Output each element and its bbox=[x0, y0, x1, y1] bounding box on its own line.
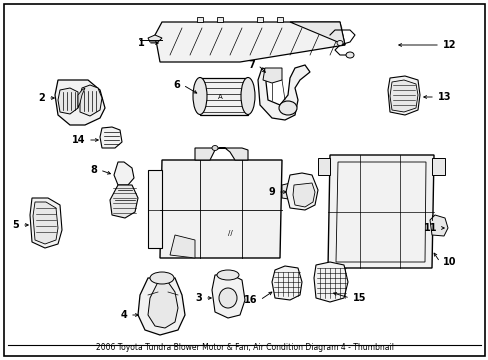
Polygon shape bbox=[276, 17, 283, 22]
Ellipse shape bbox=[241, 77, 254, 114]
Polygon shape bbox=[200, 78, 247, 115]
Text: 9: 9 bbox=[268, 187, 274, 197]
Polygon shape bbox=[110, 185, 138, 218]
Text: 7: 7 bbox=[248, 60, 254, 70]
Ellipse shape bbox=[150, 272, 174, 284]
Polygon shape bbox=[58, 88, 78, 114]
Text: 16: 16 bbox=[243, 295, 257, 305]
Ellipse shape bbox=[336, 40, 342, 45]
Polygon shape bbox=[317, 158, 329, 175]
Ellipse shape bbox=[212, 145, 218, 150]
Polygon shape bbox=[155, 22, 345, 62]
Polygon shape bbox=[387, 76, 419, 115]
Polygon shape bbox=[30, 198, 62, 248]
Ellipse shape bbox=[219, 288, 237, 308]
Polygon shape bbox=[271, 266, 302, 300]
Polygon shape bbox=[138, 278, 184, 335]
Ellipse shape bbox=[193, 77, 206, 114]
Text: 13: 13 bbox=[437, 92, 450, 102]
Polygon shape bbox=[33, 202, 58, 244]
Polygon shape bbox=[263, 68, 282, 83]
Text: //: // bbox=[227, 230, 232, 236]
Polygon shape bbox=[197, 17, 203, 22]
Text: 6: 6 bbox=[173, 80, 180, 90]
Text: 11: 11 bbox=[423, 223, 436, 233]
Polygon shape bbox=[289, 22, 345, 45]
Text: 10: 10 bbox=[442, 257, 456, 267]
Polygon shape bbox=[217, 17, 223, 22]
Text: 1: 1 bbox=[138, 38, 145, 48]
Text: 3: 3 bbox=[195, 293, 202, 303]
Polygon shape bbox=[78, 88, 85, 108]
Polygon shape bbox=[327, 155, 433, 268]
Polygon shape bbox=[431, 158, 444, 175]
Text: 4: 4 bbox=[120, 310, 127, 320]
Polygon shape bbox=[160, 160, 282, 258]
Polygon shape bbox=[258, 65, 309, 120]
Text: 2: 2 bbox=[38, 93, 45, 103]
Polygon shape bbox=[285, 173, 317, 210]
Polygon shape bbox=[282, 182, 294, 200]
Text: 14: 14 bbox=[71, 135, 85, 145]
Polygon shape bbox=[429, 215, 447, 236]
Ellipse shape bbox=[346, 52, 353, 58]
Polygon shape bbox=[313, 262, 347, 302]
Text: 2006 Toyota Tundra Blower Motor & Fan, Air Condition Diagram 4 - Thumbnail: 2006 Toyota Tundra Blower Motor & Fan, A… bbox=[95, 343, 393, 352]
Polygon shape bbox=[148, 35, 162, 42]
Polygon shape bbox=[100, 127, 122, 148]
Text: 15: 15 bbox=[352, 293, 366, 303]
Polygon shape bbox=[195, 148, 247, 160]
Polygon shape bbox=[212, 274, 244, 318]
Ellipse shape bbox=[279, 101, 296, 115]
Polygon shape bbox=[292, 183, 314, 207]
Polygon shape bbox=[114, 162, 134, 185]
Polygon shape bbox=[170, 235, 195, 258]
Polygon shape bbox=[257, 17, 263, 22]
Ellipse shape bbox=[217, 270, 239, 280]
Polygon shape bbox=[389, 80, 417, 112]
Text: 5: 5 bbox=[12, 220, 19, 230]
Polygon shape bbox=[148, 170, 162, 248]
Text: 8: 8 bbox=[90, 165, 97, 175]
Polygon shape bbox=[80, 85, 102, 116]
Polygon shape bbox=[148, 282, 178, 328]
Polygon shape bbox=[55, 80, 105, 125]
Text: 12: 12 bbox=[442, 40, 456, 50]
Text: A: A bbox=[217, 94, 222, 100]
